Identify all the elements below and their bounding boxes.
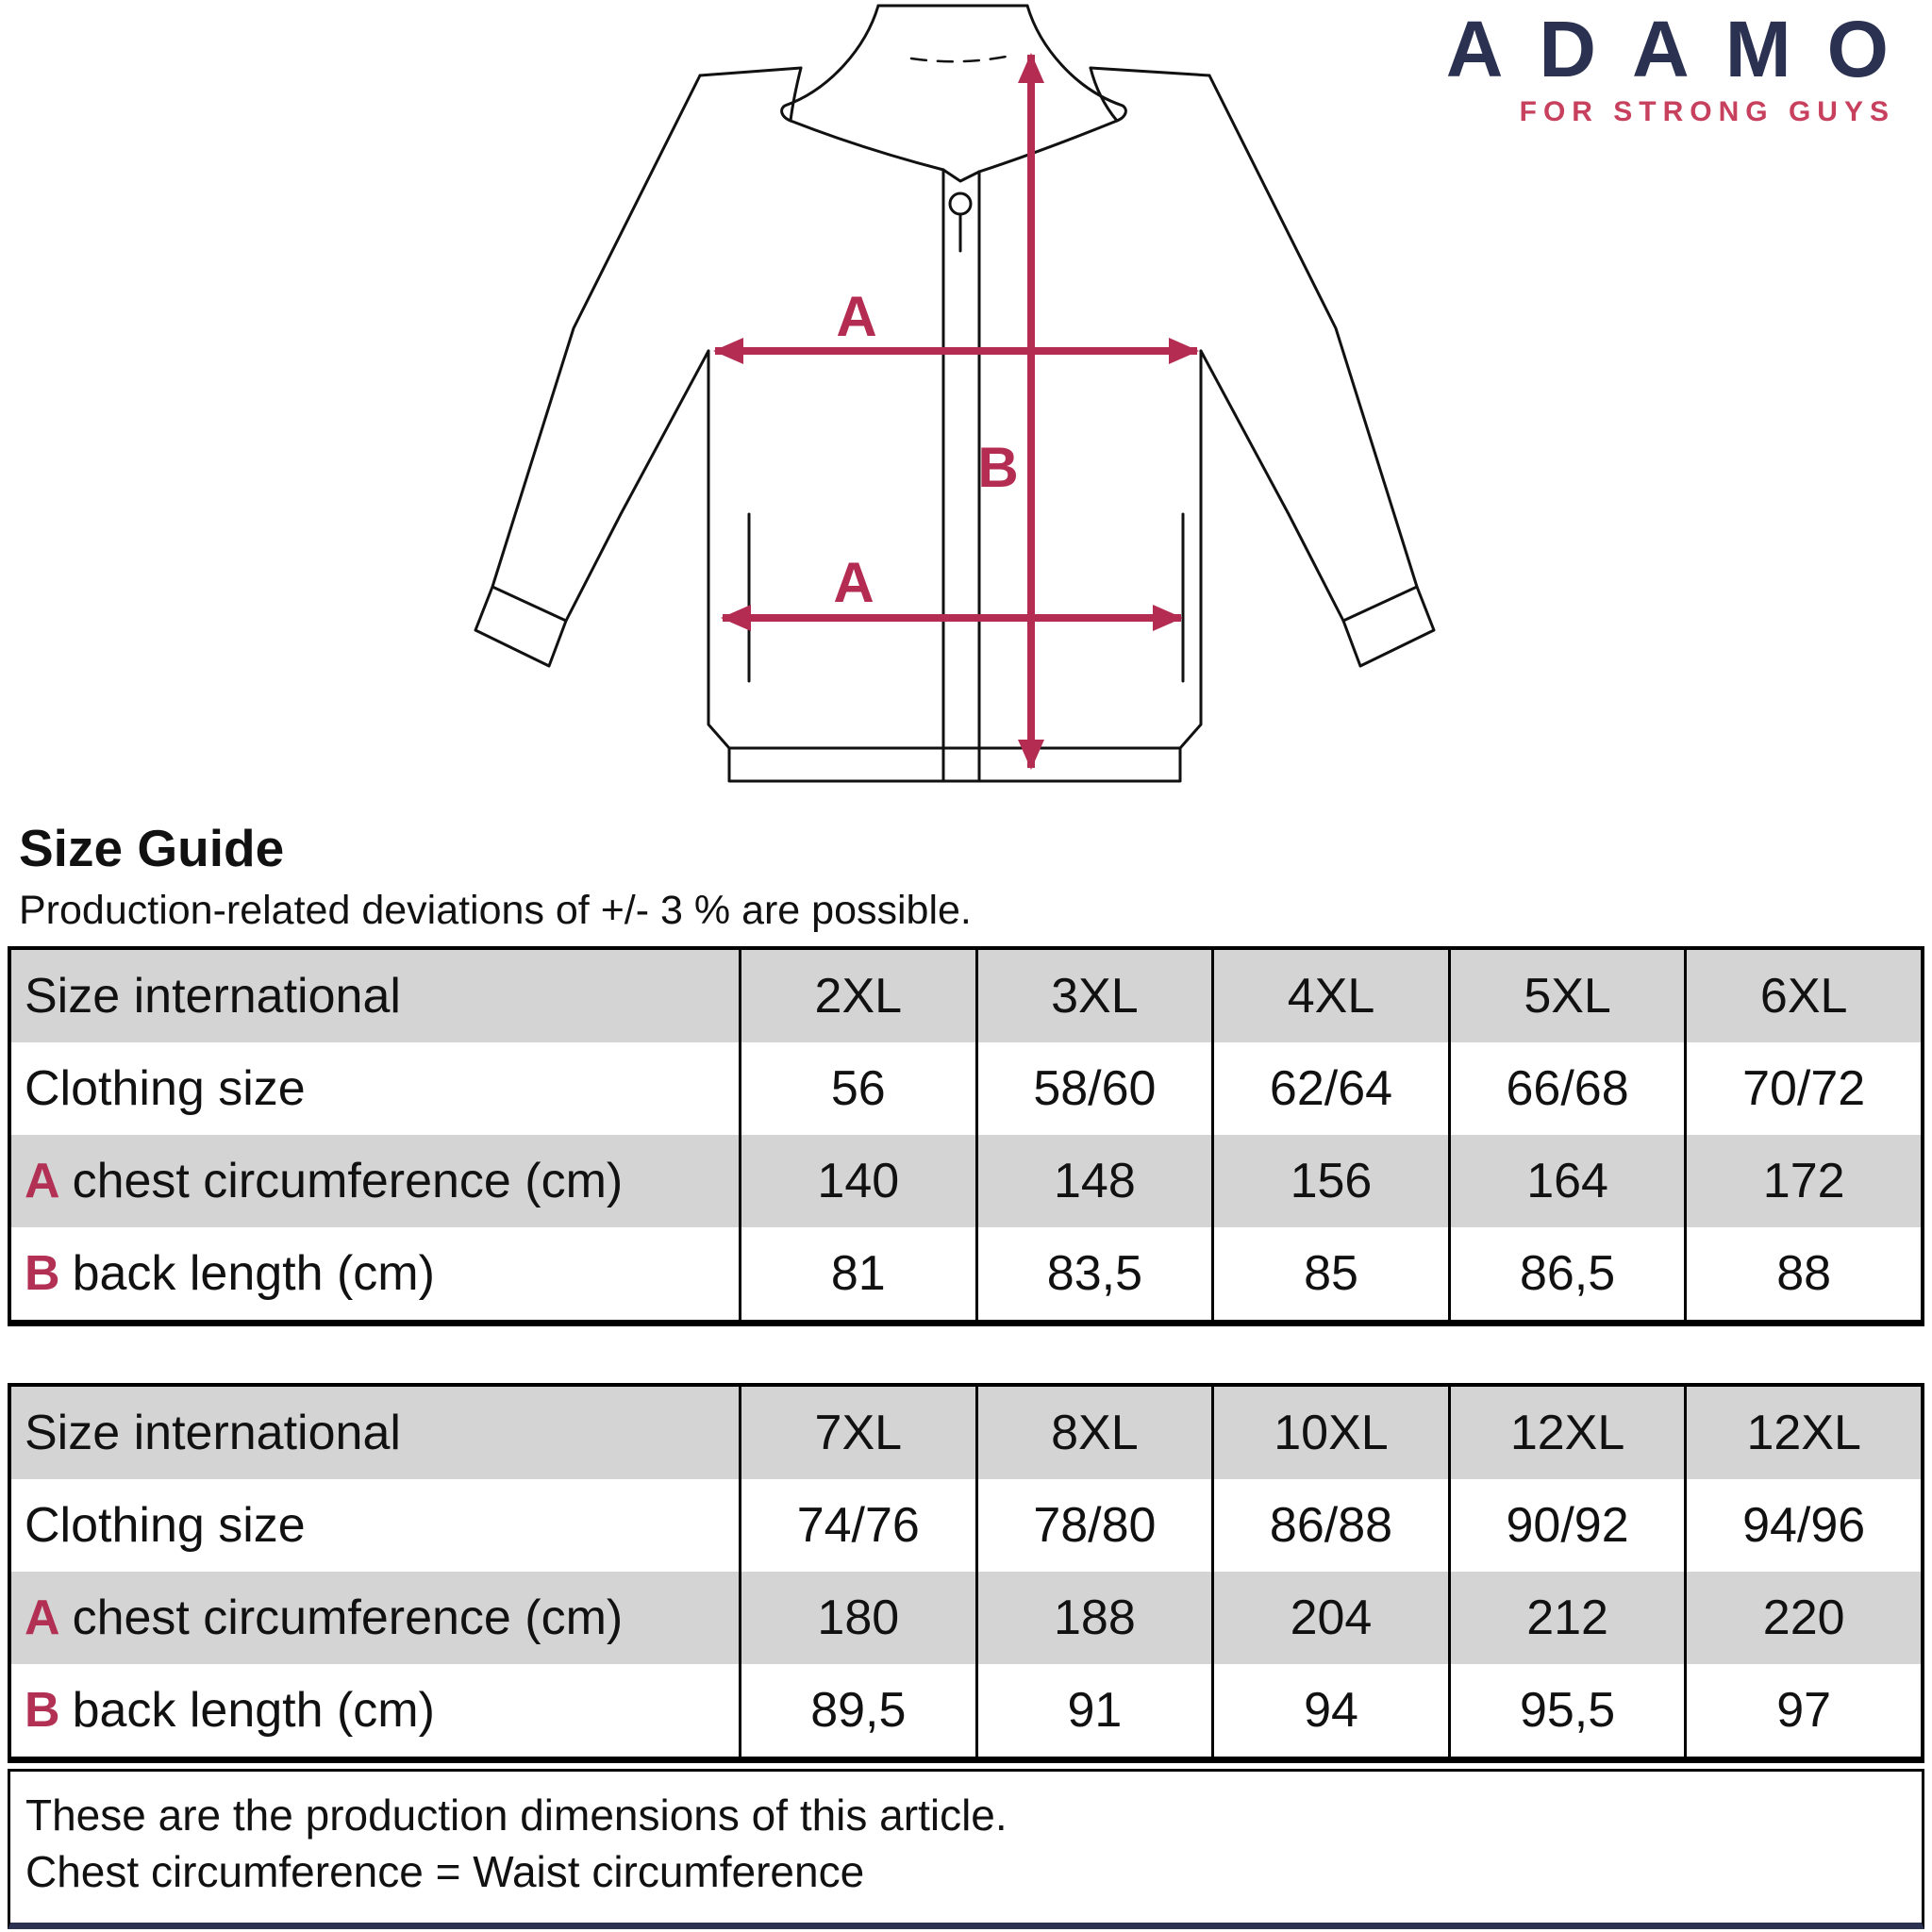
measure-letter-a: A: [25, 1591, 60, 1645]
size-cell: 180: [741, 1572, 978, 1664]
size-cell: 12XL: [1746, 1406, 1861, 1460]
size-cell: 81: [741, 1227, 978, 1320]
production-note-line2: Chest circumference = Waist circumferenc…: [25, 1847, 865, 1896]
size-cell: 58/60: [978, 1042, 1215, 1135]
size-cell: 12XL: [1451, 1387, 1688, 1479]
size-cell: 95,5: [1451, 1664, 1688, 1757]
size-cell: 212: [1451, 1572, 1688, 1664]
size-cell: 148: [978, 1135, 1215, 1227]
size-cell: 74/76: [741, 1479, 978, 1572]
size-cell: 91: [978, 1664, 1215, 1757]
size-cell: 7XL: [741, 1387, 978, 1479]
size-cell: 89,5: [741, 1664, 978, 1757]
measure-letter-b: B: [25, 1683, 60, 1738]
size-cell: 2XL: [741, 950, 978, 1042]
size-cell: 86,5: [1451, 1227, 1688, 1320]
size-cell: 78/80: [978, 1479, 1215, 1572]
size-cell: 156: [1214, 1135, 1451, 1227]
size-cell: 3XL: [978, 950, 1215, 1042]
deviation-note: Production-related deviations of +/- 3 %…: [19, 888, 972, 933]
size-cell: 164: [1451, 1135, 1688, 1227]
measurement-arrows: [713, 53, 1199, 770]
row-label: Size international: [25, 969, 401, 1024]
size-cell: 83,5: [978, 1227, 1215, 1320]
size-cell: 220: [1762, 1591, 1845, 1645]
size-cell: 62/64: [1214, 1042, 1451, 1135]
brand-name: ADAMO: [1445, 5, 1924, 93]
brand-tagline: FOR STRONG GUYS: [1519, 96, 1895, 127]
size-cell: 6XL: [1759, 969, 1848, 1024]
table-row: Size international 7XL 8XL 10XL 12XL 12X…: [11, 1387, 1921, 1479]
row-label: back length (cm): [72, 1683, 435, 1738]
production-note-line1: These are the production dimensions of t…: [25, 1790, 1008, 1840]
table-row: Clothing size 74/76 78/80 86/88 90/92 94…: [11, 1479, 1921, 1572]
size-cell: 10XL: [1214, 1387, 1451, 1479]
size-cell: 85: [1214, 1227, 1451, 1320]
row-label: Clothing size: [25, 1498, 306, 1553]
size-cell: 97: [1776, 1683, 1832, 1738]
row-label: Clothing size: [25, 1061, 306, 1116]
size-cell: 94: [1214, 1664, 1451, 1757]
size-cell: 94/96: [1742, 1498, 1866, 1553]
row-label: Size international: [25, 1406, 401, 1460]
brand-logo: ADAMO FOR STRONG GUYS: [1446, 9, 1889, 128]
size-cell: 88: [1776, 1246, 1832, 1301]
size-table-1: Size international 2XL 3XL 4XL 5XL 6XL C…: [8, 946, 1924, 1326]
size-cell: 56: [741, 1042, 978, 1135]
row-label: chest circumference (cm): [72, 1591, 624, 1645]
size-cell: 86/88: [1214, 1479, 1451, 1572]
size-cell: 4XL: [1214, 950, 1451, 1042]
jacket-diagram: A B A: [474, 4, 1436, 783]
label-a-chest: A: [836, 285, 876, 348]
measure-letter-b: B: [25, 1246, 60, 1301]
size-table-2: Size international 7XL 8XL 10XL 12XL 12X…: [8, 1383, 1924, 1763]
size-cell: 8XL: [978, 1387, 1215, 1479]
size-cell: 188: [978, 1572, 1215, 1664]
jacket-outline: [474, 4, 1436, 783]
label-b-back: B: [977, 436, 1018, 499]
measure-letter-a: A: [25, 1154, 60, 1208]
row-label: back length (cm): [72, 1246, 435, 1301]
table-row: Clothing size 56 58/60 62/64 66/68 70/72: [11, 1042, 1921, 1135]
size-cell: 140: [741, 1135, 978, 1227]
label-a-waist: A: [833, 551, 874, 614]
measurement-labels: A B A: [833, 285, 1018, 614]
table-row: Size international 2XL 3XL 4XL 5XL 6XL: [11, 950, 1921, 1042]
size-cell: 66/68: [1451, 1042, 1688, 1135]
size-cell: 70/72: [1742, 1061, 1866, 1116]
row-label: chest circumference (cm): [72, 1154, 624, 1208]
size-cell: 172: [1762, 1154, 1845, 1208]
size-cell: 5XL: [1451, 950, 1688, 1042]
production-note-box: These are the production dimensions of t…: [8, 1769, 1924, 1929]
size-cell: 204: [1214, 1572, 1451, 1664]
page-title: Size Guide: [19, 819, 285, 877]
size-cell: 90/92: [1451, 1479, 1688, 1572]
